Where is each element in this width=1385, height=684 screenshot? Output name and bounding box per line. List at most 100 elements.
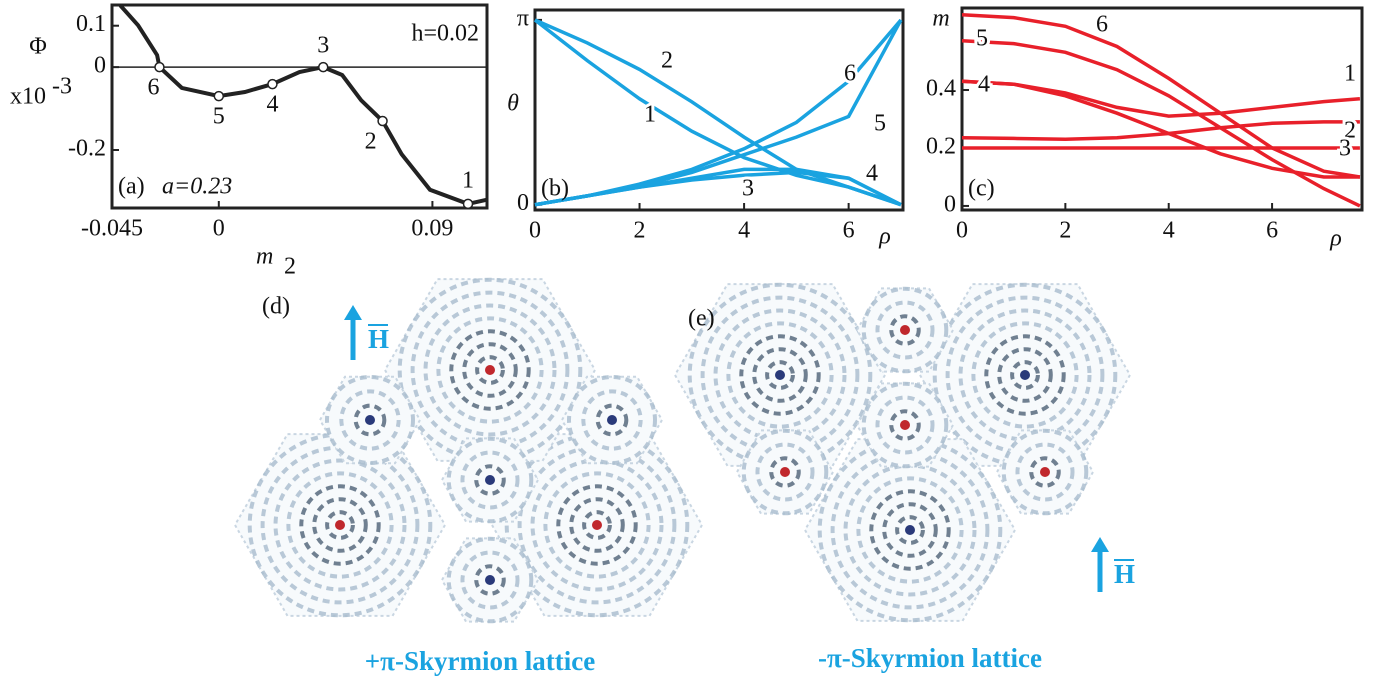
spin-ring <box>475 355 505 385</box>
y-tick-label: 0 <box>944 191 956 217</box>
y-tick-label: 0.1 <box>76 11 106 37</box>
panel-label: (d) <box>262 294 290 320</box>
core <box>485 575 495 585</box>
core <box>905 525 915 535</box>
spin-ring <box>889 409 921 441</box>
point-label: 5 <box>213 104 225 130</box>
y-tick-label: π <box>517 5 529 31</box>
spin-ring <box>769 456 801 488</box>
spin-ring <box>299 484 381 566</box>
spin-ring <box>339 389 401 451</box>
point <box>154 61 165 73</box>
spin-ring <box>726 321 834 429</box>
core <box>607 415 617 425</box>
core <box>592 520 602 530</box>
x-tick-label: -0.045 <box>81 216 143 242</box>
x-tick-label: 2 <box>634 218 646 244</box>
spin-ring <box>543 471 651 579</box>
note: h=0.02 <box>411 21 479 47</box>
y-tick-label: 0 <box>94 53 106 79</box>
core <box>335 520 345 530</box>
y-tick-label: 0 <box>517 190 529 216</box>
spin-ring <box>569 497 625 553</box>
curve-label: 5 <box>874 111 886 137</box>
curve <box>534 18 903 207</box>
point-label: 3 <box>317 33 329 59</box>
spin-ring <box>446 436 534 524</box>
panel-label: (e) <box>688 306 715 332</box>
point-label: 6 <box>147 75 159 101</box>
spin-ring <box>752 347 808 403</box>
curve-label: 4 <box>978 72 990 98</box>
field-arrow-head <box>1091 537 1109 552</box>
plot-frame <box>110 3 489 210</box>
lattice-images <box>233 277 1132 624</box>
x-tick-label: 0 <box>956 218 968 244</box>
spin-ring <box>397 277 583 463</box>
spin-ring <box>932 282 1118 468</box>
x-label: m <box>256 244 273 270</box>
spin-ring <box>567 375 657 465</box>
core <box>900 325 910 335</box>
field-label: H <box>368 324 389 354</box>
spin-ring <box>1015 442 1075 502</box>
spin-ring <box>765 360 795 390</box>
core <box>485 475 495 485</box>
spin-ring <box>460 450 520 510</box>
y-multiplier-exp: -3 <box>52 74 72 100</box>
spin-ring <box>997 347 1053 403</box>
spin-ring <box>984 334 1066 416</box>
spin-ring <box>1029 456 1061 488</box>
x-tick-label: 0.09 <box>411 216 453 242</box>
spin-ring <box>882 502 938 558</box>
spin-ring <box>474 464 506 496</box>
caption: +π-Skyrmion lattice <box>365 646 595 676</box>
curve-label: 6 <box>1096 12 1108 38</box>
curve-label: 3 <box>1339 136 1351 162</box>
spin-ring <box>755 442 815 502</box>
spin-ring <box>449 329 531 411</box>
spin-ring <box>423 303 557 437</box>
curve <box>961 38 1361 208</box>
spin-ring <box>895 515 925 545</box>
y-tick-label: -0.2 <box>68 136 106 162</box>
point <box>267 78 278 90</box>
core <box>780 467 790 477</box>
core <box>900 420 910 430</box>
curve-label: 1 <box>644 102 656 128</box>
y-tick-label: 0.4 <box>926 76 956 102</box>
spin-ring <box>741 428 829 516</box>
spin-ring <box>582 510 612 540</box>
annotation: a=0.23 <box>162 174 232 200</box>
curve <box>534 18 902 207</box>
core <box>1020 370 1030 380</box>
panel-label: (c) <box>968 176 995 202</box>
x-label: ρ <box>1329 226 1342 252</box>
spin-ring <box>462 342 518 398</box>
field-arrow-head <box>344 305 362 320</box>
x-tick-label: 4 <box>738 218 750 244</box>
spin-ring <box>687 282 873 468</box>
point-label: 1 <box>462 167 474 193</box>
x-label-sub: 2 <box>284 254 296 280</box>
curve <box>961 12 1361 179</box>
spin-ring <box>1010 360 1040 390</box>
y-label: Φ <box>29 34 47 60</box>
point-label: 4 <box>266 92 278 118</box>
y-label: m <box>932 6 949 32</box>
spin-ring <box>875 300 935 360</box>
spin-ring <box>869 489 951 571</box>
x-tick-label: 0 <box>213 216 225 242</box>
x-tick-label: 6 <box>843 218 855 244</box>
point <box>462 198 474 210</box>
curve-label: 5 <box>976 26 988 52</box>
caption: -π-Skyrmion lattice <box>818 643 1042 673</box>
point <box>317 61 329 73</box>
x-tick-label: 6 <box>1266 218 1278 244</box>
point <box>213 90 225 102</box>
spin-ring <box>312 497 368 553</box>
spin-ring <box>856 476 964 584</box>
y-label: θ <box>507 91 519 117</box>
spin-ring <box>353 403 387 437</box>
